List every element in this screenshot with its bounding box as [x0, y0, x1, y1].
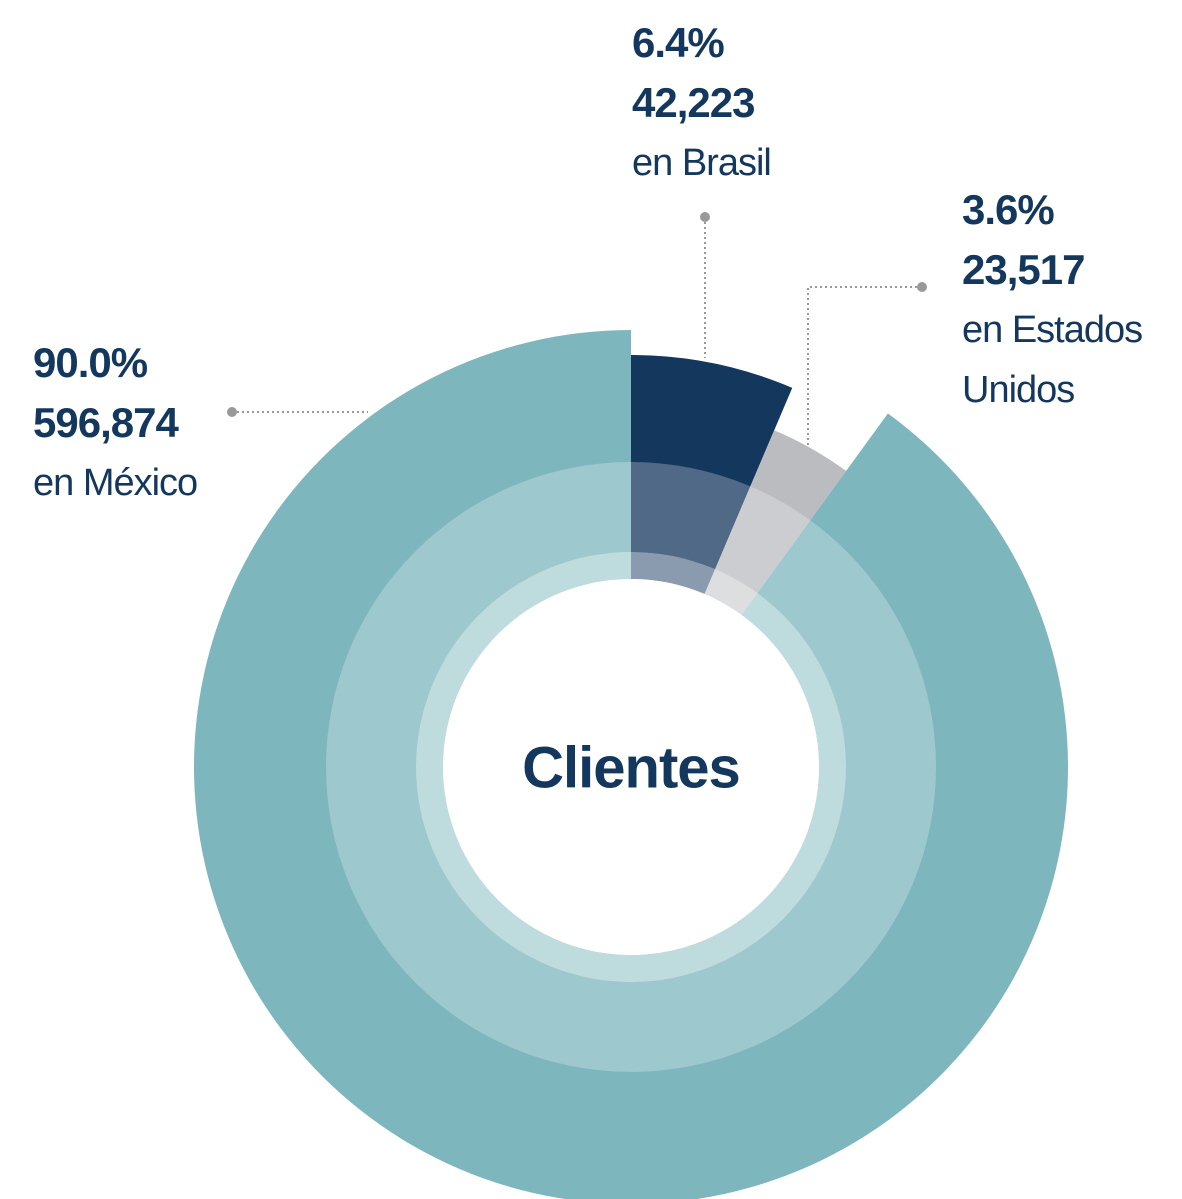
- wedge: [631, 355, 793, 594]
- wedge: [704, 430, 847, 615]
- label-usa: 3.6% 23,517 en Estados Unidos: [962, 180, 1162, 420]
- count-label: 23,517: [962, 246, 1085, 293]
- value-label: 90.0%: [33, 339, 148, 386]
- label-mexico: 90.0% 596,874 en México: [33, 333, 198, 513]
- leader-line: [807, 286, 922, 445]
- wedges: [194, 330, 1068, 1199]
- value-label: 6.4%: [632, 19, 725, 66]
- category-label: en Estados Unidos: [962, 309, 1143, 411]
- wedge: [194, 330, 1068, 1199]
- center-title: Clientes: [522, 735, 740, 800]
- category-label: en México: [33, 462, 198, 504]
- hole: [443, 579, 819, 955]
- leaders: [232, 217, 922, 445]
- ring-overlay: [326, 462, 936, 1072]
- count-label: 42,223: [632, 79, 755, 126]
- leader-dot: [700, 212, 710, 222]
- leader-dot: [917, 282, 927, 292]
- category-label: en Brasil: [632, 142, 772, 184]
- count-label: 596,874: [33, 399, 179, 446]
- label-brasil: 6.4% 42,223 en Brasil: [632, 13, 772, 193]
- leader-dot: [227, 407, 237, 417]
- value-label: 3.6%: [962, 186, 1055, 233]
